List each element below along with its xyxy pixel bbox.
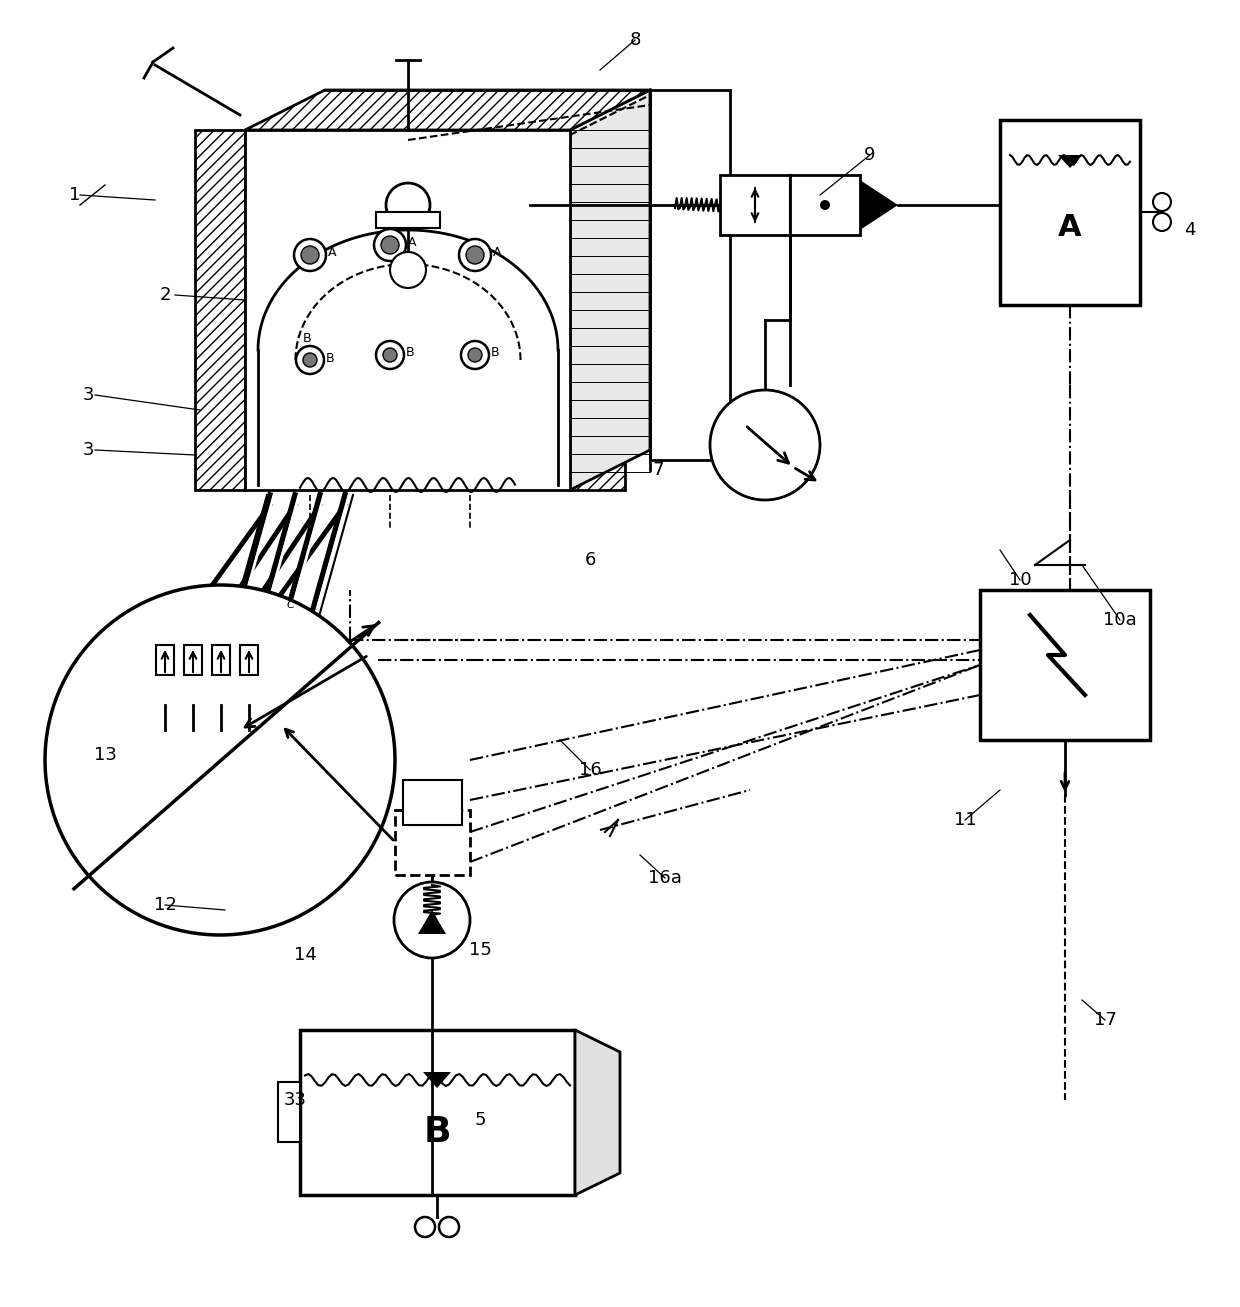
Text: 5: 5 bbox=[474, 1111, 486, 1129]
Bar bbox=[195, 129, 246, 490]
Bar bbox=[241, 644, 258, 674]
Circle shape bbox=[467, 348, 482, 362]
Text: 11: 11 bbox=[954, 812, 976, 829]
Circle shape bbox=[415, 1217, 435, 1236]
Text: C: C bbox=[286, 600, 294, 610]
Text: 9: 9 bbox=[864, 146, 875, 163]
Text: 8: 8 bbox=[630, 31, 641, 48]
Text: A: A bbox=[494, 247, 501, 260]
Text: A: A bbox=[1058, 213, 1081, 242]
Circle shape bbox=[386, 183, 430, 227]
Circle shape bbox=[1153, 193, 1171, 210]
Bar bbox=[212, 644, 229, 674]
Circle shape bbox=[374, 229, 405, 261]
Text: B: B bbox=[405, 346, 414, 359]
Polygon shape bbox=[1058, 156, 1083, 169]
Text: A: A bbox=[408, 237, 417, 250]
Bar bbox=[999, 120, 1140, 305]
Polygon shape bbox=[575, 1030, 620, 1195]
Text: 6: 6 bbox=[584, 552, 595, 569]
Text: 16: 16 bbox=[579, 761, 601, 779]
Bar bbox=[278, 1082, 300, 1142]
Bar bbox=[570, 129, 625, 490]
Bar bbox=[376, 212, 440, 227]
Polygon shape bbox=[246, 90, 650, 129]
Polygon shape bbox=[570, 90, 650, 490]
Text: 12: 12 bbox=[154, 897, 176, 914]
Bar bbox=[156, 644, 174, 674]
Text: 1: 1 bbox=[69, 186, 81, 204]
Bar bbox=[396, 810, 470, 874]
Text: B: B bbox=[491, 346, 500, 359]
Polygon shape bbox=[861, 180, 898, 230]
Circle shape bbox=[466, 246, 484, 264]
Circle shape bbox=[301, 246, 319, 264]
Circle shape bbox=[711, 389, 820, 501]
Text: 10: 10 bbox=[1008, 571, 1032, 589]
Text: 3: 3 bbox=[82, 386, 94, 404]
Text: 3: 3 bbox=[82, 440, 94, 459]
Circle shape bbox=[820, 200, 830, 210]
Circle shape bbox=[383, 348, 397, 362]
Polygon shape bbox=[423, 1072, 451, 1087]
Circle shape bbox=[394, 882, 470, 958]
Circle shape bbox=[294, 239, 326, 271]
Text: B: B bbox=[423, 1115, 451, 1149]
Circle shape bbox=[1153, 213, 1171, 231]
Text: 16a: 16a bbox=[649, 869, 682, 887]
Bar bbox=[184, 644, 202, 674]
Circle shape bbox=[381, 237, 399, 254]
Circle shape bbox=[296, 346, 324, 374]
Circle shape bbox=[391, 252, 427, 288]
Text: 2: 2 bbox=[159, 286, 171, 305]
Bar bbox=[300, 1030, 575, 1195]
Bar bbox=[980, 589, 1149, 740]
Circle shape bbox=[461, 341, 489, 369]
Circle shape bbox=[45, 586, 396, 935]
Text: 7: 7 bbox=[652, 461, 663, 478]
Text: 17: 17 bbox=[1094, 1012, 1116, 1029]
Bar bbox=[246, 129, 570, 490]
Bar bbox=[650, 90, 730, 460]
Circle shape bbox=[439, 1217, 459, 1236]
Text: B: B bbox=[303, 332, 311, 345]
Text: 33: 33 bbox=[284, 1091, 306, 1110]
Text: 4: 4 bbox=[1184, 221, 1195, 239]
Text: B: B bbox=[326, 352, 335, 365]
Polygon shape bbox=[418, 910, 446, 935]
Text: 10a: 10a bbox=[1104, 610, 1137, 629]
Bar bbox=[720, 175, 861, 235]
Text: 14: 14 bbox=[294, 946, 316, 965]
Polygon shape bbox=[258, 230, 558, 485]
Text: 13: 13 bbox=[93, 746, 117, 765]
Text: A: A bbox=[329, 247, 336, 260]
Circle shape bbox=[376, 341, 404, 369]
Text: 15: 15 bbox=[469, 941, 491, 959]
Bar bbox=[403, 780, 463, 825]
Circle shape bbox=[459, 239, 491, 271]
Circle shape bbox=[303, 353, 317, 367]
